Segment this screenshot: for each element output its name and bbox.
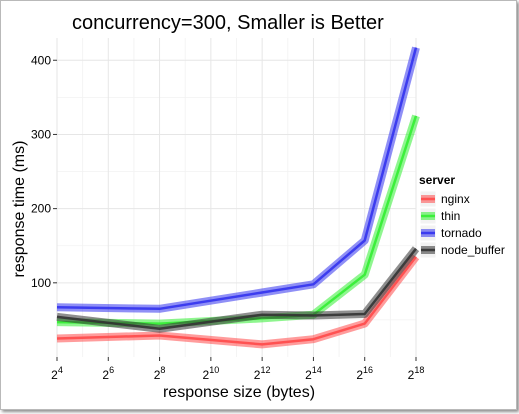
legend-item-thin: thin [419,207,460,225]
series-tornado [56,46,420,313]
series-line-nginx [56,256,417,346]
line-chart: 100 200 300 400 24 26 28 210 212 214 216 218 concu… [11,12,505,401]
x-tick-label: 26 [102,365,114,382]
legend-label: tornado [441,226,482,240]
x-axis-ticks: 24 26 28 210 212 214 216 218 [51,357,424,382]
legend-items: nginx thin tornado node_buffer [419,190,505,259]
series-node_buffer [56,246,420,333]
x-tick-label: 28 [154,365,166,382]
series-nginx [56,254,420,349]
legend-title: server [419,173,455,187]
legend-label: thin [441,209,460,223]
y-tick-label: 400 [31,53,51,67]
y-axis-title: response time (ms) [11,141,28,278]
legend-label: node_buffer [441,243,505,257]
series-line-tornado [56,47,418,311]
y-tick-label: 100 [31,276,51,290]
y-tick-label: 300 [31,127,51,141]
series-line-node_buffer [56,247,417,331]
legend-label: nginx [441,192,470,206]
x-tick-label: 214 [305,365,322,382]
x-axis-title: response size (bytes) [163,384,315,401]
legend: server nginx thin tornado node_buffer [419,173,505,259]
series-lines [56,46,420,349]
legend-item-node_buffer: node_buffer [419,241,505,259]
y-axis-ticks: 100 200 300 400 [31,53,57,290]
legend-item-nginx: nginx [419,190,470,208]
x-tick-label: 212 [254,365,271,382]
x-tick-label: 218 [408,365,425,382]
x-tick-label: 210 [203,365,220,382]
x-tick-label: 216 [356,365,373,382]
x-tick-label: 24 [51,365,63,382]
legend-item-tornado: tornado [419,224,482,242]
y-tick-label: 200 [31,202,51,216]
chart-title: concurrency=300, Smaller is Better [72,12,384,34]
